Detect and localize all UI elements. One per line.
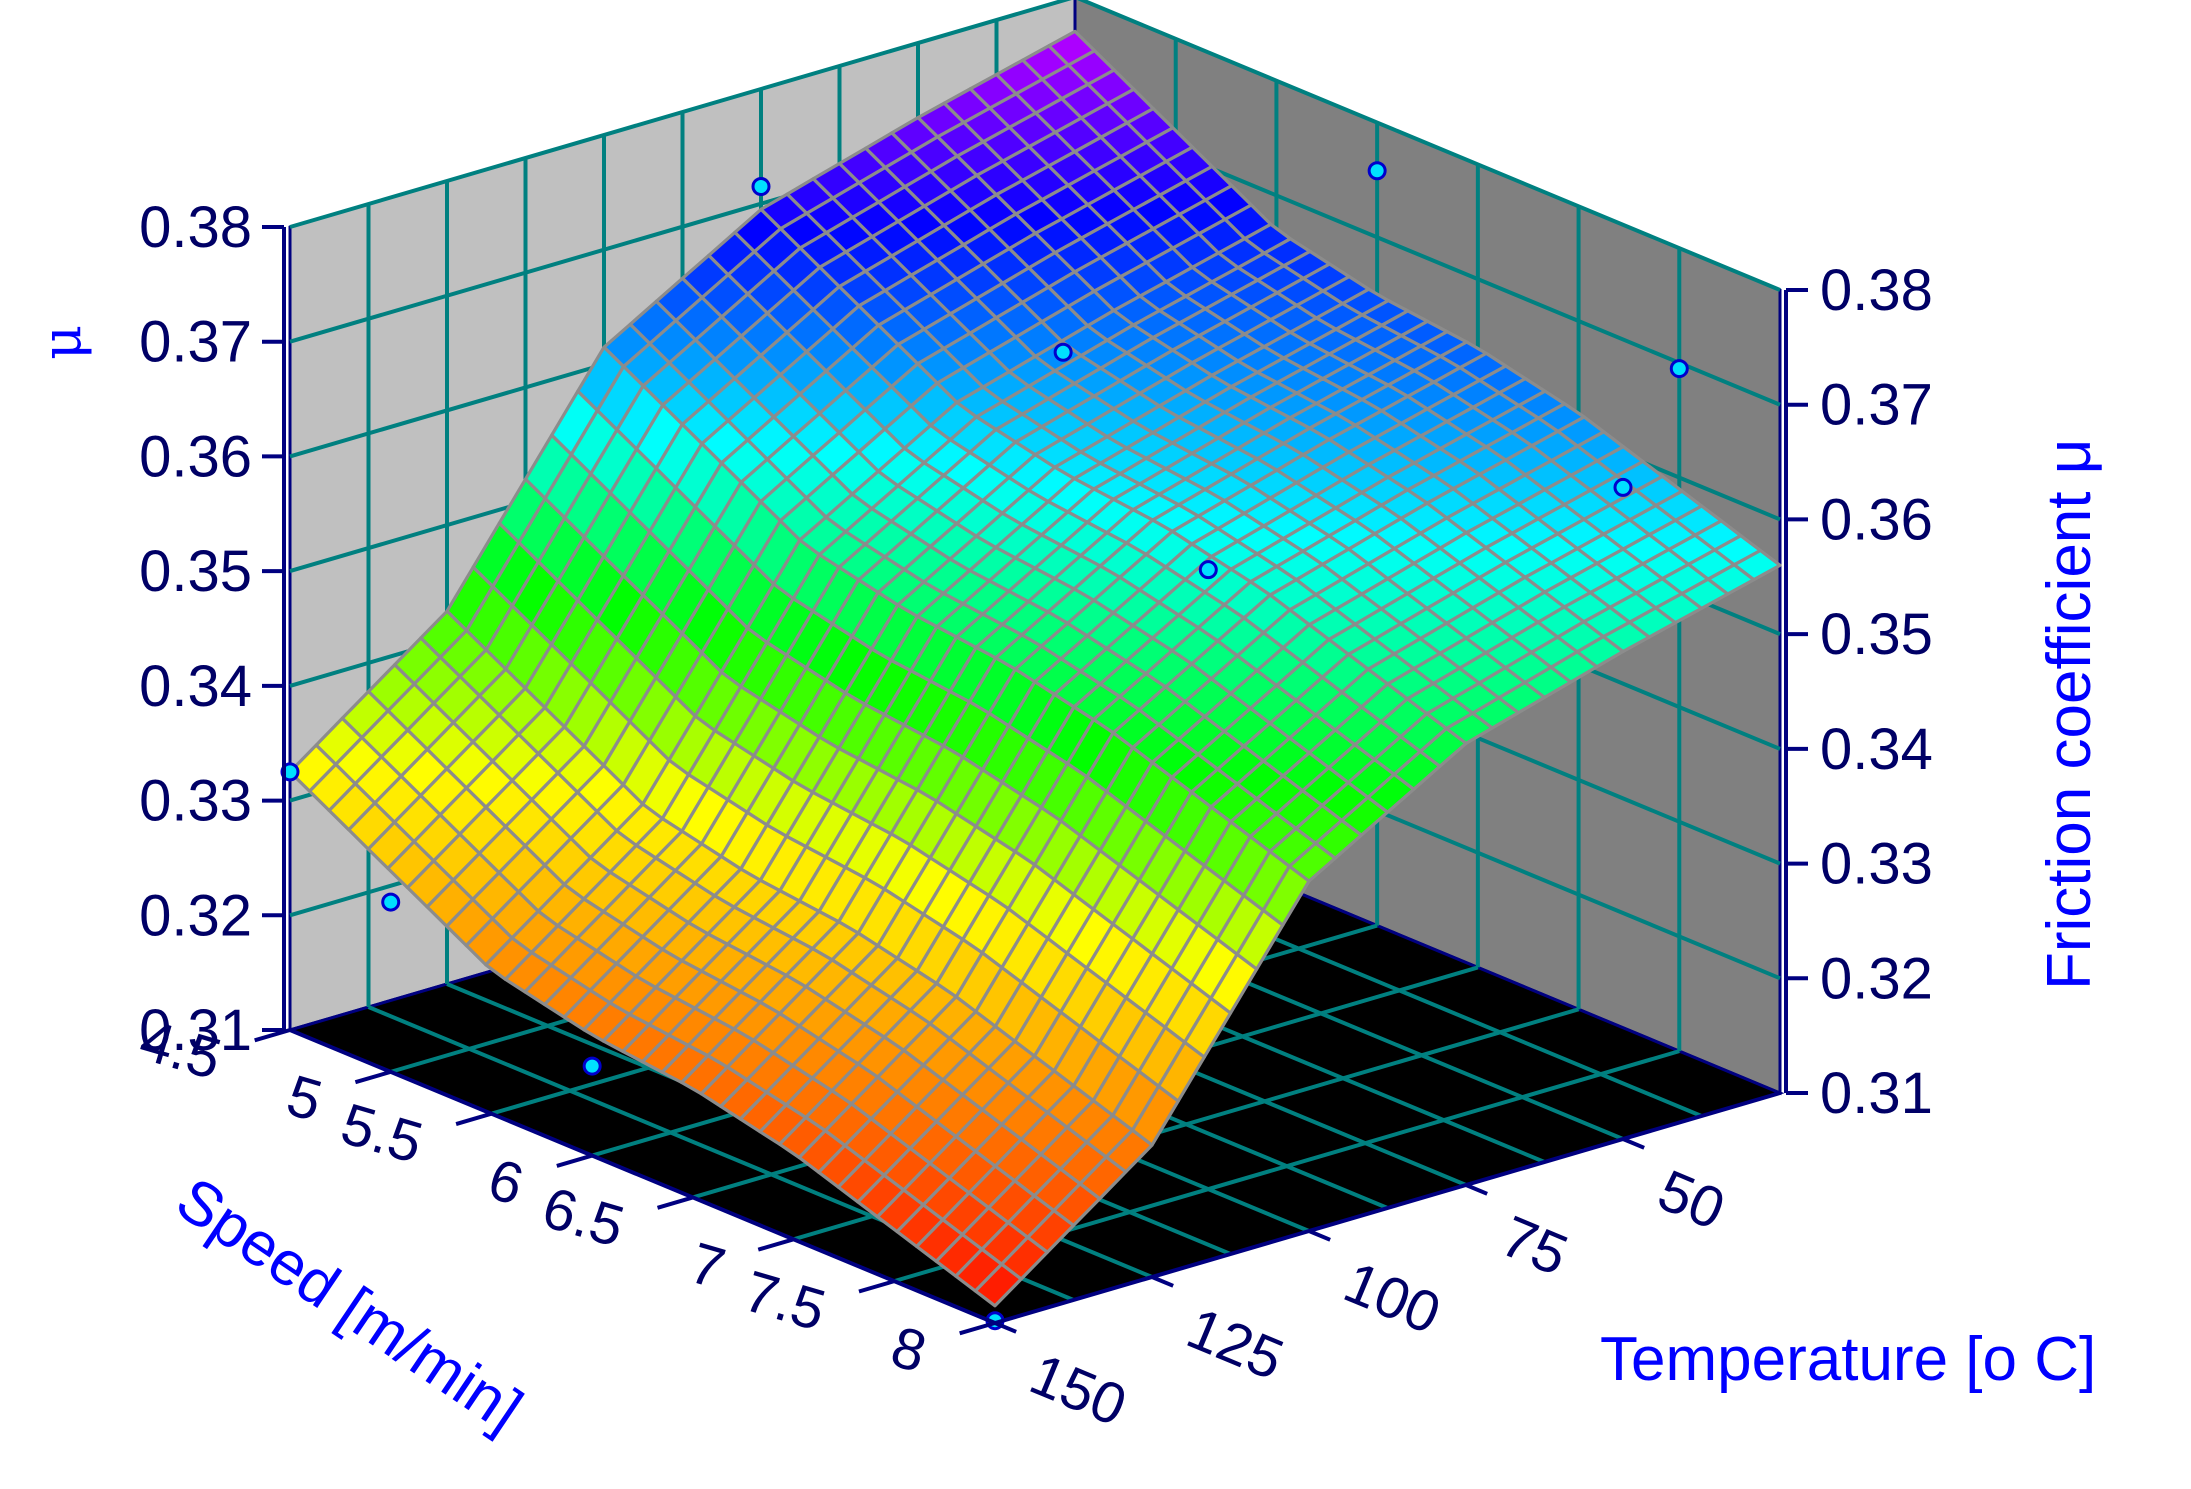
speed-tick: [455, 1111, 492, 1126]
right-z-tick-label: 0.31: [1820, 1061, 1933, 1126]
data-point: [381, 892, 401, 912]
right-z-tick-label: 0.38: [1820, 258, 1933, 323]
left-z-tick-label: 0.37: [139, 310, 252, 375]
temperature-axis-title: Temperature [o C]: [1600, 1325, 2096, 1394]
speed-tick: [656, 1195, 694, 1210]
speed-tick-label: 8: [884, 1314, 933, 1385]
left-z-tick-label: 0.34: [139, 654, 252, 719]
data-point: [1613, 477, 1633, 497]
speed-tick: [354, 1069, 392, 1085]
left-z-tick-label: 0.38: [139, 195, 252, 260]
data-point: [582, 1056, 602, 1076]
left-z-tick-label: 0.31: [139, 998, 252, 1063]
speed-tick-label: 7: [683, 1230, 732, 1301]
surface-cell: [973, 1262, 1023, 1308]
right-z-axis-title: Friction coefficient μ: [2035, 439, 2104, 990]
left-z-tick-label: 0.36: [139, 424, 252, 489]
right-z-tick-label: 0.33: [1820, 832, 1933, 897]
speed-tick: [254, 1028, 291, 1043]
temperature-tick: [1465, 1183, 1488, 1196]
temperature-axis-line: [994, 1091, 1781, 1325]
left-z-tick-label: 0.33: [139, 769, 252, 834]
data-point: [1053, 342, 1073, 362]
left-z-tick-label: 0.35: [139, 539, 252, 604]
data-point: [1198, 560, 1218, 580]
right-z-tick-label: 0.35: [1820, 602, 1933, 667]
temperature-tick: [1308, 1229, 1331, 1242]
speed-tick-label: 6: [481, 1147, 530, 1218]
speed-tick-label: 5.5: [334, 1091, 430, 1176]
speed-axis-title: Speed [m/min]: [164, 1164, 534, 1445]
wall-gridline-z: [289, 0, 1781, 292]
data-point: [751, 177, 771, 197]
speed-tick: [858, 1279, 895, 1294]
speed-tick-label: 5: [280, 1063, 329, 1134]
data-point: [1669, 359, 1689, 379]
speed-tick: [959, 1321, 996, 1336]
temperature-tick: [994, 1321, 1017, 1334]
temperature-tick: [1622, 1137, 1645, 1150]
temperature-tick-label: 150: [1021, 1342, 1135, 1439]
right-z-tick-label: 0.37: [1820, 373, 1933, 438]
left-z-axis-title: μ: [30, 325, 93, 360]
temperature-tick-label: 75: [1492, 1204, 1577, 1289]
right-z-tick-label: 0.32: [1820, 946, 1933, 1011]
right-z-tick-label: 0.34: [1820, 717, 1933, 782]
right-z-tick-label: 0.36: [1820, 487, 1933, 552]
speed-tick-label: 6.5: [536, 1175, 632, 1260]
left-z-tick-label: 0.32: [139, 883, 252, 948]
speed-tick: [556, 1153, 593, 1168]
speed-axis-line: [289, 1028, 996, 1325]
temperature-tick-label: 50: [1649, 1158, 1734, 1243]
data-point: [1367, 161, 1387, 181]
temperature-tick: [1151, 1275, 1174, 1288]
speed-tick-label: 7.5: [737, 1259, 833, 1344]
temperature-tick-label: 125: [1178, 1296, 1292, 1393]
temperature-tick-label: 100: [1335, 1250, 1449, 1347]
speed-tick: [757, 1237, 795, 1252]
